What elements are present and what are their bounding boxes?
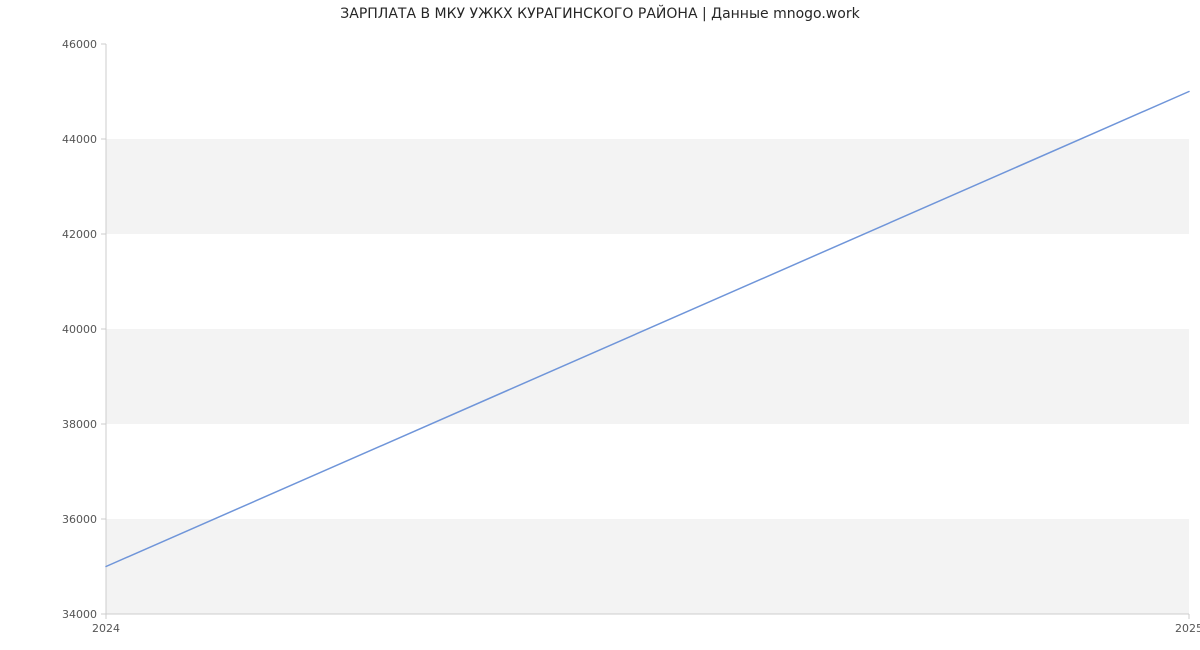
grid-band bbox=[106, 519, 1189, 614]
y-tick-label: 46000 bbox=[62, 38, 97, 51]
y-tick-label: 34000 bbox=[62, 608, 97, 621]
x-tick-label: 2025 bbox=[1175, 622, 1200, 635]
grid-band bbox=[106, 424, 1189, 519]
grid-band bbox=[106, 44, 1189, 139]
x-tick-label: 2024 bbox=[92, 622, 120, 635]
line-chart: ЗАРПЛАТА В МКУ УЖКХ КУРАГИНСКОГО РАЙОНА … bbox=[0, 0, 1200, 650]
y-tick-label: 38000 bbox=[62, 418, 97, 431]
grid-band bbox=[106, 329, 1189, 424]
chart-svg: 34000 36000 38000 40000 42000 44000 46000 2024 2… bbox=[0, 0, 1200, 650]
y-tick-label: 40000 bbox=[62, 323, 97, 336]
y-tick-label: 36000 bbox=[62, 513, 97, 526]
y-tick-label: 44000 bbox=[62, 133, 97, 146]
grid-band bbox=[106, 234, 1189, 329]
y-tick-label: 42000 bbox=[62, 228, 97, 241]
grid-band bbox=[106, 139, 1189, 234]
